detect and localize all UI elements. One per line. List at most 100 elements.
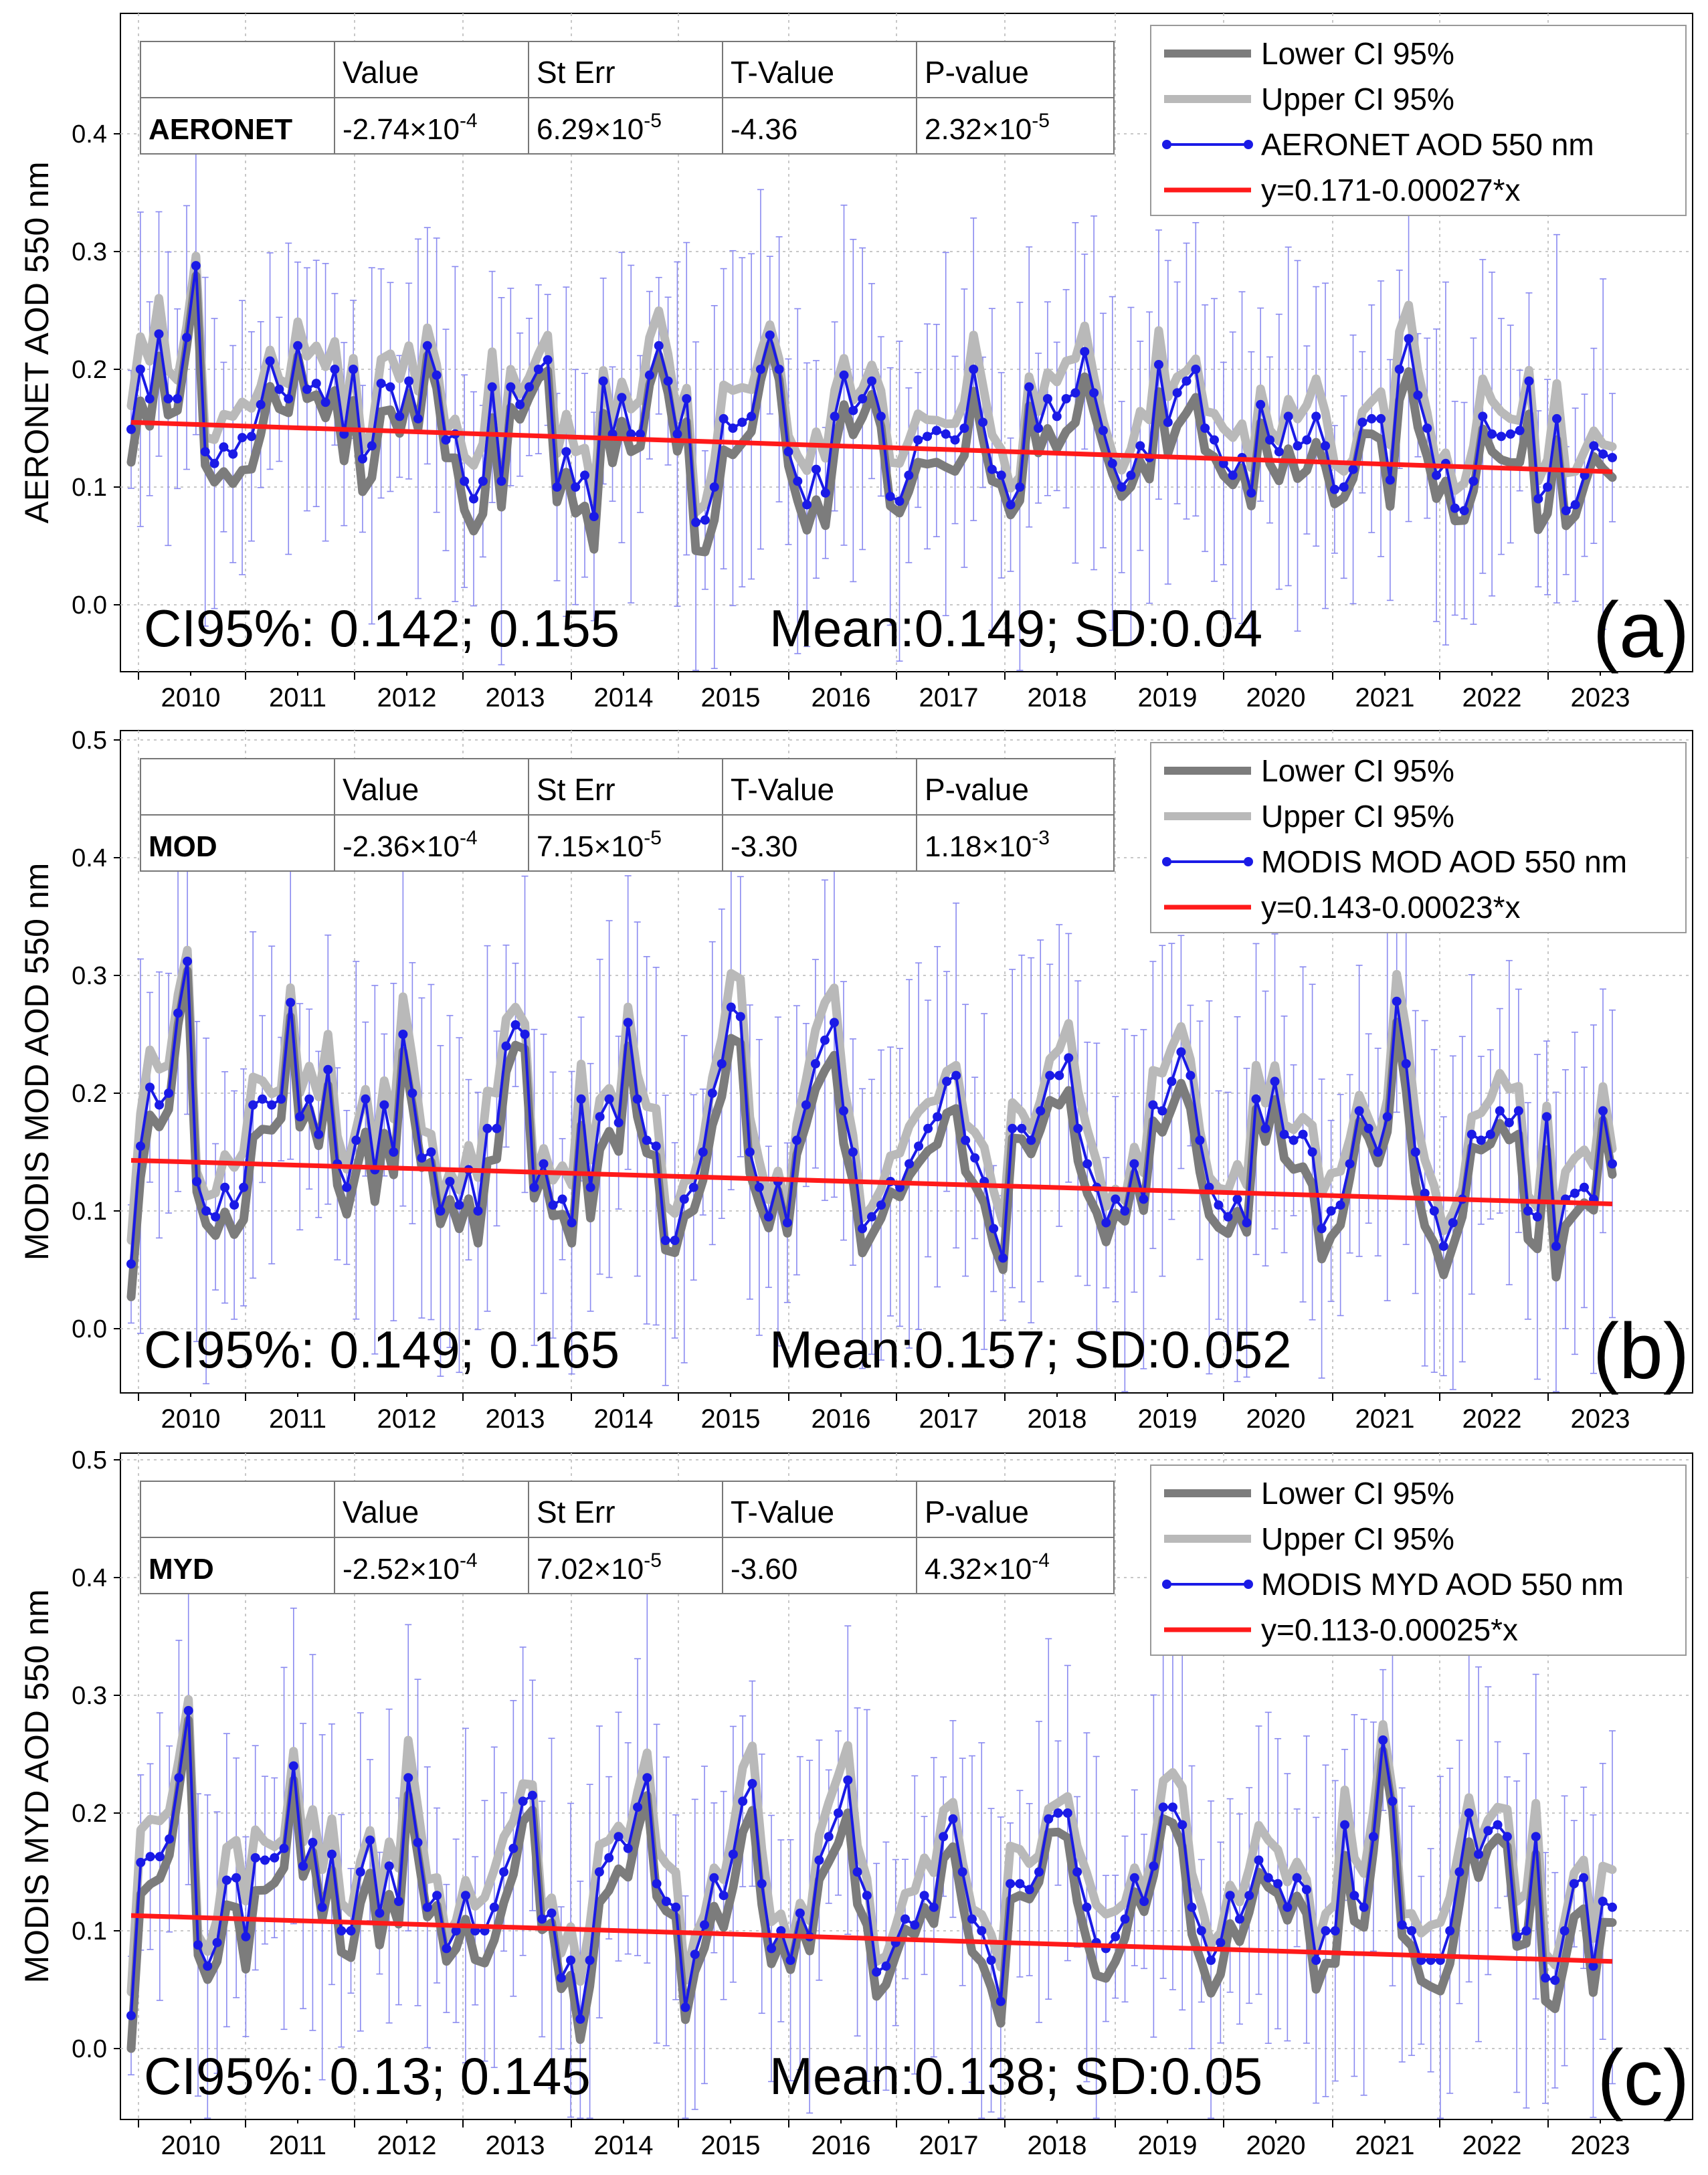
- data-point: [355, 1867, 365, 1877]
- data-point: [1036, 1106, 1046, 1116]
- data-point: [135, 365, 145, 374]
- x-tick-label: 2010: [161, 1404, 221, 1434]
- data-point: [1550, 1975, 1560, 1985]
- data-point: [1335, 1200, 1345, 1210]
- data-point: [460, 476, 470, 486]
- data-point: [126, 1259, 136, 1269]
- stats-cell: AERONET: [149, 113, 292, 146]
- data-point: [1214, 1200, 1224, 1210]
- data-point: [557, 1194, 567, 1204]
- data-point: [330, 365, 340, 374]
- data-point: [1034, 1867, 1044, 1877]
- x-tick-label: 2015: [701, 1404, 761, 1434]
- x-tick-label: 2016: [812, 2131, 871, 2160]
- stats-cell-text: -2.36×10: [343, 830, 460, 863]
- data-point: [765, 330, 775, 340]
- data-point: [432, 1891, 442, 1901]
- data-point: [164, 1089, 174, 1098]
- data-point: [1006, 500, 1016, 510]
- data-point: [1223, 1212, 1233, 1222]
- lower-ci-line: [126, 271, 1617, 557]
- data-point: [376, 379, 386, 389]
- data-point: [923, 1123, 933, 1133]
- data-point: [1512, 1931, 1522, 1942]
- legend-label: MODIS MOD AOD 550 nm: [1261, 844, 1627, 879]
- data-point: [1191, 365, 1201, 374]
- stats-cell-exponent: -5: [644, 1549, 662, 1572]
- data-point: [1579, 1182, 1589, 1192]
- data-point: [1445, 1926, 1455, 1935]
- data-point: [337, 1926, 347, 1935]
- stats-cell: -3.60: [731, 1553, 797, 1586]
- x-tick-label: 2023: [1571, 2131, 1630, 2160]
- data-point: [735, 1012, 745, 1022]
- data-point: [229, 1200, 240, 1210]
- data-point: [212, 1937, 222, 1948]
- stats-header: St Err: [537, 772, 615, 807]
- data-point: [848, 1147, 858, 1157]
- stats-cell: -2.74×10-4: [343, 110, 478, 146]
- data-point: [413, 1838, 423, 1847]
- data-point: [585, 1182, 595, 1192]
- data-point: [1062, 1808, 1072, 1818]
- x-tick-label: 2013: [486, 1404, 545, 1434]
- data-point: [923, 432, 933, 442]
- data-point: [670, 1236, 680, 1245]
- data-point: [173, 394, 183, 403]
- x-tick-label: 2021: [1355, 2131, 1415, 2160]
- data-point: [848, 405, 858, 415]
- data-point: [499, 1867, 509, 1877]
- stats-header: St Err: [537, 55, 615, 90]
- data-point: [571, 482, 581, 492]
- data-point: [529, 1182, 539, 1192]
- data-point: [737, 417, 747, 428]
- data-point: [1006, 1879, 1016, 1889]
- x-tick-label: 2018: [1028, 683, 1087, 713]
- data-point: [978, 417, 988, 428]
- legend-label: MODIS MYD AOD 550 nm: [1261, 1567, 1624, 1602]
- data-point: [1209, 435, 1219, 445]
- data-point: [1541, 1112, 1551, 1122]
- data-point: [515, 399, 525, 409]
- data-point: [1265, 435, 1275, 445]
- data-point: [1126, 470, 1136, 480]
- data-point: [1015, 482, 1025, 492]
- data-point: [745, 1147, 755, 1157]
- data-point: [1139, 1897, 1149, 1906]
- data-point: [1397, 1920, 1407, 1930]
- data-point: [820, 1035, 830, 1045]
- x-tick-label: 2011: [269, 2131, 326, 2160]
- stats-cell: 1.18×10-3: [925, 827, 1050, 863]
- data-point: [510, 1020, 520, 1030]
- data-point: [1579, 1873, 1589, 1883]
- data-point: [757, 1879, 767, 1889]
- data-point: [942, 1076, 952, 1086]
- data-point: [810, 1059, 820, 1068]
- data-point: [632, 1094, 642, 1104]
- trend-line: [130, 1157, 1613, 1206]
- data-point: [1234, 1914, 1244, 1924]
- data-point: [508, 1843, 518, 1853]
- data-point: [136, 1141, 146, 1151]
- x-tick-label: 2017: [919, 2131, 979, 2160]
- data-point: [543, 355, 553, 365]
- stats-header: Value: [343, 1495, 419, 1529]
- data-point: [413, 413, 423, 423]
- data-point: [642, 1135, 652, 1145]
- legend-swatch-marker: [1244, 857, 1253, 866]
- data-point: [422, 1902, 432, 1912]
- x-tick-label: 2017: [919, 1404, 979, 1434]
- data-point: [661, 1897, 671, 1906]
- y-tick-label: 0.2: [72, 356, 107, 384]
- data-point: [1459, 506, 1469, 516]
- data-point: [539, 1159, 549, 1169]
- stats-header: T-Value: [731, 1495, 834, 1529]
- data-point: [1283, 1902, 1293, 1912]
- data-point: [1330, 1926, 1340, 1935]
- data-point: [1017, 1123, 1027, 1133]
- data-point: [1246, 488, 1256, 498]
- data-point: [552, 482, 562, 492]
- data-point: [1080, 347, 1090, 357]
- data-point: [987, 464, 997, 474]
- data-point: [561, 447, 571, 457]
